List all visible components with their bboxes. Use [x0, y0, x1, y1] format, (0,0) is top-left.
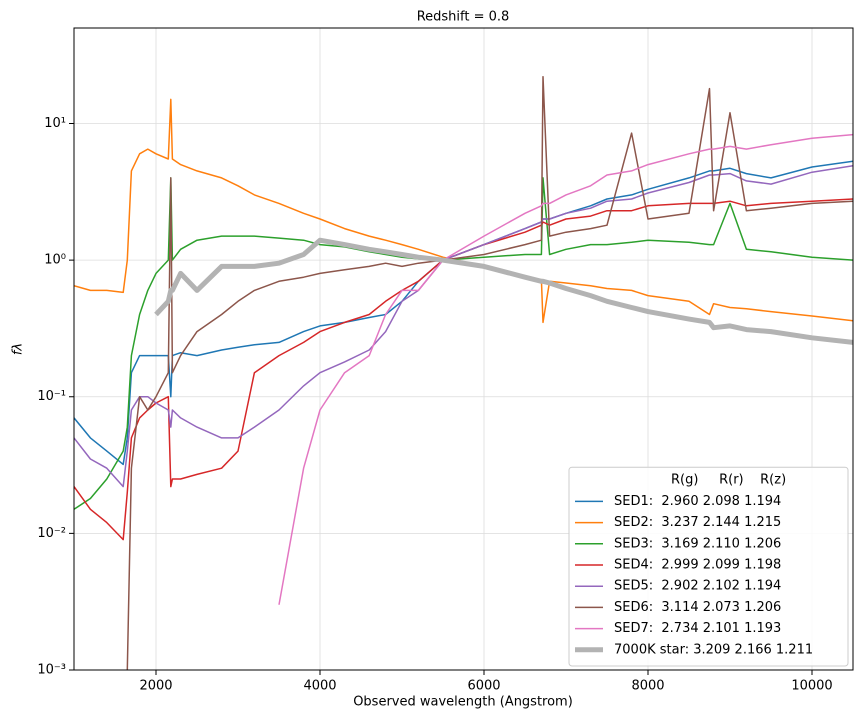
series-line	[74, 98, 853, 324]
legend-box	[568, 466, 849, 667]
legend-label: SED7: 2.734 2.101 1.193	[614, 621, 781, 636]
chart-title: Redshift = 0.8	[417, 10, 510, 25]
series-line	[74, 177, 853, 510]
legend-label: SED3: 3.169 2.110 1.206	[614, 536, 781, 551]
x-tick-label: 2000	[139, 679, 172, 694]
legend-label: SED1: 2.960 2.098 1.194	[614, 494, 781, 509]
plot-area	[74, 75, 853, 670]
series-line	[278, 133, 853, 605]
x-tick-label: 10000	[791, 679, 832, 694]
y-tick-label: 10⁻¹	[37, 389, 66, 404]
legend-label: SED6: 3.114 2.073 1.206	[614, 600, 781, 615]
legend-title: R(g) R(r) R(z)	[671, 473, 786, 488]
series-line	[74, 160, 853, 466]
series-line	[74, 165, 853, 488]
y-axis-label: fλ	[11, 343, 26, 355]
x-tick-label: 6000	[467, 679, 500, 694]
series-line	[154, 237, 853, 345]
legend-label: SED4: 2.999 2.099 1.198	[614, 558, 781, 573]
y-tick-label: 10⁰	[44, 253, 66, 268]
legend-label: SED5: 2.902 2.102 1.194	[614, 579, 781, 594]
x-tick-label: 4000	[303, 679, 336, 694]
x-axis-label: Observed wavelength (Angstrom)	[353, 695, 573, 710]
y-tick-label: 10¹	[44, 116, 66, 131]
y-tick-label: 10⁻²	[37, 526, 66, 541]
x-tick-label: 8000	[631, 679, 664, 694]
axes-frame	[73, 27, 854, 671]
y-tick-label: 10⁻³	[37, 663, 66, 678]
legend-label: SED2: 3.237 2.144 1.215	[614, 515, 781, 530]
legend-label: 7000K star: 3.209 2.166 1.211	[614, 642, 813, 657]
